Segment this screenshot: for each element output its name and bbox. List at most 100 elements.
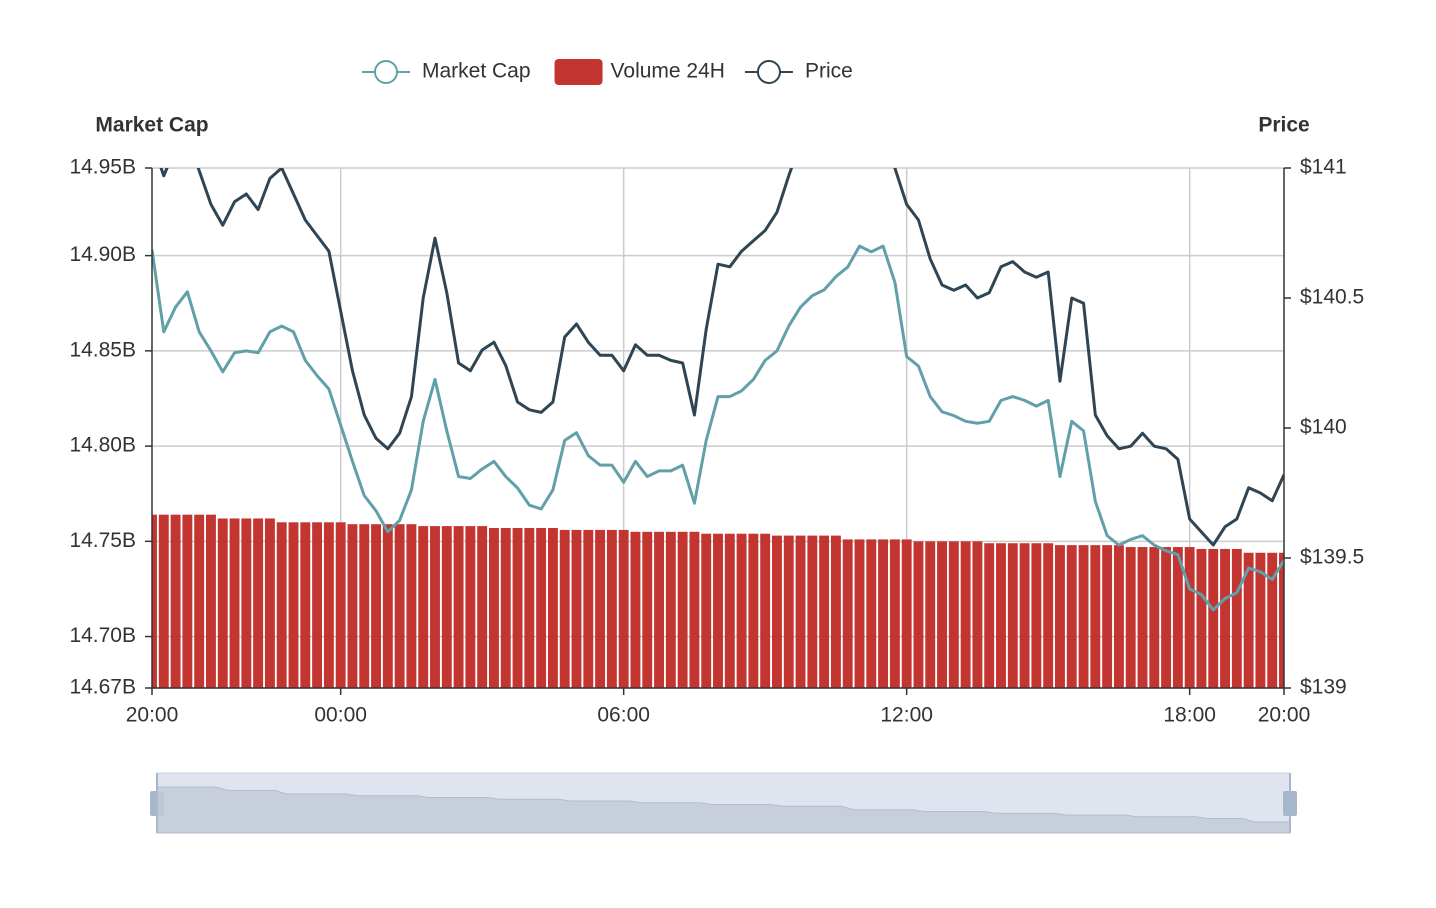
bar <box>229 518 240 688</box>
y-tick-label: 14.75B <box>69 529 136 552</box>
bar <box>760 533 771 688</box>
bar <box>371 524 381 688</box>
bar <box>1007 543 1018 688</box>
bar <box>1019 543 1030 688</box>
bar <box>418 526 429 688</box>
bar <box>359 524 370 688</box>
bar <box>1078 545 1089 688</box>
bar <box>264 518 275 688</box>
bar <box>559 529 570 688</box>
bar <box>937 541 947 688</box>
bar <box>206 514 216 688</box>
bar <box>217 518 228 688</box>
legend-swatch <box>554 59 603 85</box>
bar <box>866 539 877 688</box>
bar <box>1113 545 1124 688</box>
bar <box>1090 545 1101 688</box>
bar <box>878 539 889 688</box>
legend-label: Volume 24H <box>611 60 725 83</box>
zoom-preview <box>156 786 1291 834</box>
bar <box>1043 543 1054 688</box>
bar <box>1220 548 1230 688</box>
bar <box>677 531 688 688</box>
bar <box>335 522 346 688</box>
bar <box>300 522 311 688</box>
bar <box>1137 547 1148 688</box>
bar <box>253 518 264 688</box>
bar <box>889 539 900 688</box>
x-tick-label: 20:00 <box>126 704 179 727</box>
legend-item[interactable]: Volume 24H <box>554 59 725 85</box>
y-axis-title: Market Cap <box>95 114 208 137</box>
bar <box>583 529 594 688</box>
bar <box>194 514 205 688</box>
bar <box>430 526 440 688</box>
bar <box>1066 545 1077 688</box>
bar <box>1102 545 1113 688</box>
bar <box>1267 552 1278 688</box>
x-tick-label: 20:00 <box>1258 704 1311 727</box>
bar <box>170 514 181 688</box>
bar <box>241 518 252 688</box>
y-tick-label: 14.90B <box>69 243 136 266</box>
bar <box>630 531 641 688</box>
bar <box>665 531 676 688</box>
legend-swatch-dot <box>756 60 781 84</box>
bar <box>465 526 476 688</box>
bar <box>1279 552 1284 688</box>
bar <box>736 533 747 688</box>
bar <box>830 535 841 688</box>
bar <box>1161 547 1172 688</box>
bar <box>819 535 830 688</box>
bar <box>182 514 193 688</box>
bar <box>453 526 464 688</box>
bar <box>489 528 499 688</box>
bar <box>795 535 806 688</box>
legend-item[interactable]: Market Cap <box>362 60 531 84</box>
bar <box>748 533 759 688</box>
x-tick-label: 18:00 <box>1163 704 1216 727</box>
bar <box>512 528 523 688</box>
bar <box>972 541 983 688</box>
bar <box>394 524 405 688</box>
bar <box>1231 548 1242 688</box>
y2-tick-label: $140 <box>1300 416 1347 439</box>
y-tick-label: 14.95B <box>69 156 136 179</box>
bar <box>854 539 865 688</box>
bar <box>724 533 735 688</box>
bar <box>701 533 712 688</box>
bar <box>960 541 971 688</box>
bar <box>288 522 299 688</box>
bar <box>606 529 617 688</box>
bar <box>842 539 853 688</box>
bar <box>654 531 664 688</box>
bar <box>152 514 157 688</box>
bar <box>1125 547 1136 688</box>
bar <box>901 539 912 688</box>
bar <box>1172 547 1183 688</box>
line <box>159 168 1284 547</box>
bar <box>948 541 959 688</box>
bar <box>595 529 606 688</box>
legend-swatch-dot <box>374 60 398 84</box>
y2-tick-label: $139 <box>1300 676 1347 699</box>
bar <box>1149 547 1160 688</box>
bar <box>996 543 1006 688</box>
bar <box>1031 543 1042 688</box>
bar <box>1208 548 1219 688</box>
legend-label: Market Cap <box>422 60 531 83</box>
bar <box>323 522 334 688</box>
bar <box>618 529 629 688</box>
bar <box>536 528 547 688</box>
y-tick-label: 14.67B <box>69 676 136 699</box>
bar <box>158 514 169 688</box>
bar <box>689 531 700 688</box>
bar <box>547 528 558 688</box>
legend-item[interactable]: Price <box>744 60 853 84</box>
legend-label: Price <box>805 60 853 83</box>
y2-axis-title: Price <box>1258 114 1309 137</box>
bar <box>1243 552 1254 688</box>
bar <box>1055 545 1065 688</box>
bar <box>1184 547 1195 688</box>
